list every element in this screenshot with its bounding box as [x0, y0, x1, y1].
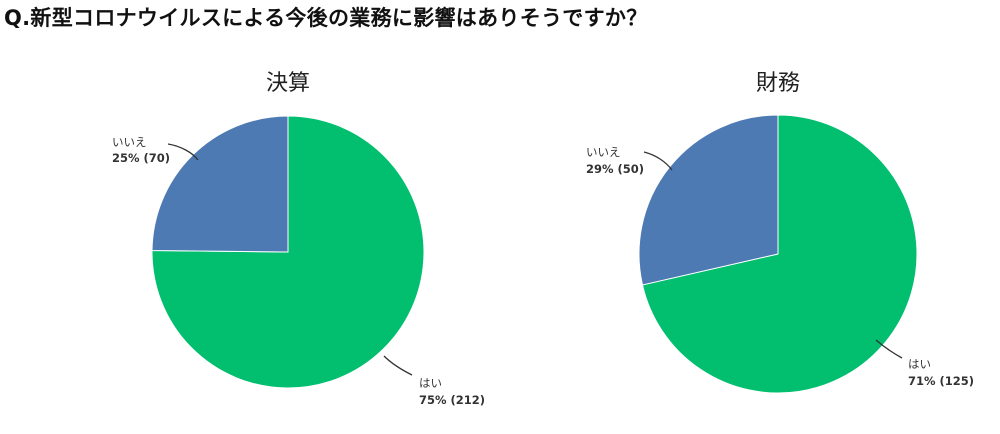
slice-value-zaimu-no: 29% (50) [586, 162, 644, 176]
pie-slice-kessan-yes [151, 115, 425, 389]
slice-value-kessan-yes: 75% (212) [419, 393, 485, 407]
leader-line-kessan-no [167, 143, 199, 161]
survey-question: Q.新型コロナウイルスによる今後の業務に影響はありそうですか？ [4, 6, 648, 30]
slice-label-kessan-no: いいえ [112, 135, 147, 149]
leader-line-zaimu-yes [875, 339, 903, 359]
pie-slice-zaimu-yes [641, 114, 918, 394]
pie-chart-kessan: 決算 いいえ 25% (70) はい 75% (212) [112, 71, 485, 407]
slice-label-zaimu-yes: はい [908, 357, 931, 371]
pie-kessan [151, 115, 425, 389]
pie-chart-zaimu: 財務 いいえ 29% (50) はい 71% (125) [586, 71, 974, 394]
slice-value-zaimu-yes: 71% (125) [908, 374, 974, 388]
pie-zaimu [638, 114, 918, 394]
slice-value-kessan-no: 25% (70) [112, 151, 170, 165]
leader-line-zaimu-no [643, 151, 673, 171]
leader-line-kessan-yes [383, 355, 413, 376]
slice-label-zaimu-no: いいえ [586, 145, 621, 159]
pie-slice-kessan-no [151, 115, 289, 253]
chart-title-kessan: 決算 [266, 71, 310, 96]
chart-title-zaimu: 財務 [756, 71, 800, 96]
slice-label-kessan-yes: はい [419, 376, 442, 390]
